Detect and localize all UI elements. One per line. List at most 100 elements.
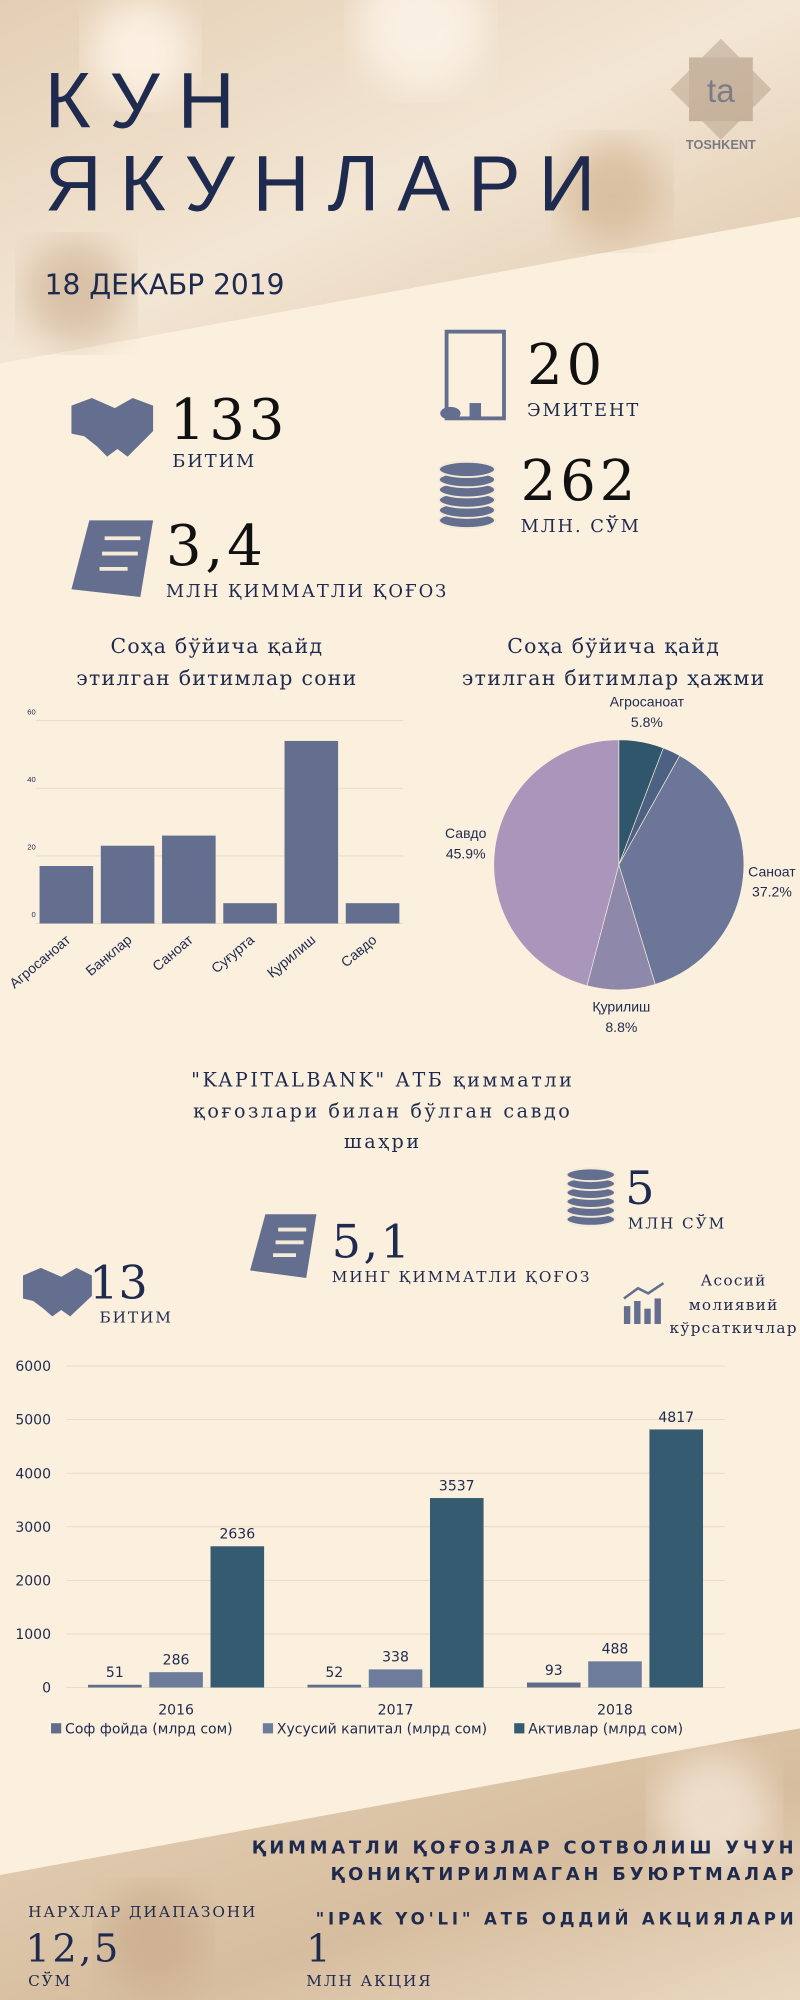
bar (649, 1429, 704, 1688)
bar (307, 1684, 362, 1688)
stat-value: 3,4 (166, 514, 267, 579)
y-tick-label: 6000 (15, 1359, 51, 1375)
value-label: 338 (382, 1650, 409, 1666)
stat-label: ЭМИТЕНТ (527, 400, 640, 421)
chart-title: этилган битимлар ҳажми (462, 666, 766, 690)
section-title: қоғозлари билан бўлган савдо (193, 1099, 572, 1122)
bar (526, 1682, 581, 1688)
section-title: шаҳри (344, 1130, 422, 1153)
chart-title: Соҳа бўйича қайд (507, 634, 720, 658)
legend-swatch (262, 1723, 274, 1734)
bar (162, 835, 216, 924)
footer-title: ҚИММАТЛИ ҚОҒОЗЛАР СОТВОЛИШ УЧУН (252, 1837, 798, 1858)
chart-title: молиявий (689, 1296, 779, 1314)
pie-slice (493, 739, 620, 987)
value-label: 52 (325, 1665, 343, 1681)
stat-label: МИНГ ҚИММАТЛИ ҚОҒОЗ (332, 1268, 592, 1286)
value-label: 286 (163, 1653, 190, 1669)
value-label: 93 (545, 1663, 563, 1679)
pie-value-label: 37.2% (752, 884, 792, 900)
stat-label: БИТИМ (172, 451, 256, 472)
document-icon (71, 520, 154, 597)
coins-icon (565, 1167, 616, 1227)
pie-value-label: 8.8% (605, 1019, 637, 1035)
stat-value: 5 (625, 1161, 654, 1215)
legend-swatch (51, 1723, 62, 1734)
building-icon (440, 329, 506, 421)
price-value: 12,5 (26, 1927, 121, 1972)
stat-label: МЛН ҚИММАТЛИ ҚОҒОЗ (166, 581, 448, 602)
pie-value-label: 5.8% (631, 714, 663, 730)
title-line: КУН (45, 56, 253, 145)
y-tick-label: 0 (31, 910, 35, 919)
bottom-band (0, 1728, 800, 2000)
top-band (0, 0, 800, 364)
stat-value: 5,1 (332, 1215, 413, 1269)
quantity-unit: МЛН АКЦИЯ (306, 1972, 432, 1990)
stat-label: МЛН СЎМ (628, 1213, 726, 1232)
document-icon (250, 1214, 317, 1279)
chart-icon (623, 1282, 665, 1324)
bar (588, 1661, 642, 1688)
chart-title: кўрсаткичлар (669, 1319, 797, 1337)
y-tick-label: 2000 (15, 1573, 51, 1589)
x-tick-label: 2016 (158, 1702, 194, 1718)
bar (429, 1498, 484, 1688)
chart-title: Соҳа бўйича қайд (110, 634, 323, 658)
logo: ta TOSHKENT (670, 38, 772, 152)
footer-subtitle: "IPAK YO'LI" АТБ ОДДИЙ АКЦИЯЛАРИ (316, 1910, 798, 1929)
coins-icon (437, 460, 497, 530)
price-unit: СЎМ (28, 1971, 72, 1990)
value-label: 3537 (439, 1478, 475, 1494)
y-tick-label: 0 (42, 1681, 51, 1697)
x-tick-label: 2017 (378, 1702, 414, 1718)
stat-label: МЛН. СЎМ (521, 514, 641, 537)
bar (345, 903, 400, 924)
chart-title: Асосий (701, 1272, 767, 1290)
logo-mark: ta (707, 73, 735, 110)
value-label: 4817 (658, 1410, 694, 1426)
bar (368, 1669, 423, 1688)
pie-value-label: 45.9% (446, 845, 486, 861)
logo-text: TOSHKENT (686, 137, 756, 152)
y-tick-label: 5000 (15, 1413, 51, 1429)
y-tick-label: 3000 (15, 1520, 51, 1536)
bar (210, 1546, 265, 1688)
chart-title: этилган битимлар сони (76, 666, 357, 690)
legend-label: Активлар (млрд сом) (528, 1721, 683, 1737)
pie-label: Саноат (748, 863, 796, 879)
stat-value: 133 (170, 388, 289, 453)
stat-value: 20 (527, 333, 606, 398)
value-label: 2636 (219, 1527, 255, 1543)
bar (284, 740, 339, 924)
quantity-value: 1 (306, 1927, 330, 1972)
pie-label: Савдо (445, 825, 487, 841)
stat-label: БИТИМ (100, 1309, 173, 1327)
pie-label: Агросаноат (610, 694, 685, 710)
handshake-icon (22, 1267, 92, 1317)
y-tick-label: 60 (27, 707, 36, 716)
value-label: 488 (602, 1642, 629, 1658)
legend-swatch (514, 1723, 525, 1734)
date: 18 ДЕКАБР 2019 (45, 269, 285, 302)
bar (88, 1684, 142, 1688)
stat-value: 262 (521, 449, 640, 514)
legend-label: Соф фойда (млрд сом) (65, 1721, 233, 1737)
y-tick-label: 4000 (15, 1466, 51, 1482)
handshake-icon (71, 397, 154, 457)
bar (149, 1672, 203, 1688)
y-tick-label: 40 (27, 775, 36, 784)
y-tick-label: 1000 (15, 1627, 51, 1643)
value-label: 51 (106, 1665, 124, 1681)
range-label: НАРХЛАР ДИАПАЗОНИ (28, 1903, 257, 1921)
pie-label: Қурилиш (592, 998, 650, 1014)
bar (100, 845, 155, 924)
bar (39, 866, 94, 924)
pie-slice (618, 755, 745, 985)
title-line: ЯКУНЛАРИ (45, 138, 614, 227)
section-title: "KAPITALBANK" АТБ қимматли (191, 1069, 574, 1092)
legend-label: Хусусий капитал (млрд сом) (277, 1721, 487, 1737)
